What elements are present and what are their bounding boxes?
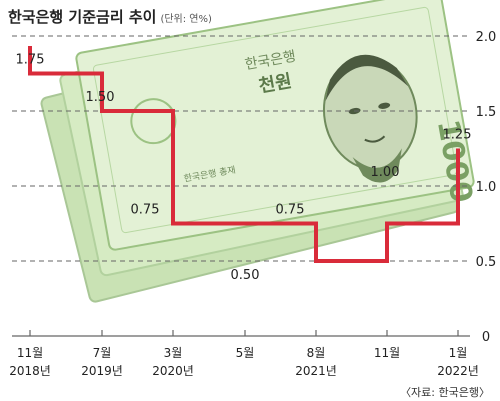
chart-title-text: 한국은행 기준금리 추이 xyxy=(8,8,157,26)
x-tick-label-month: 11월 xyxy=(17,346,43,360)
x-tick-label-month: 8월 xyxy=(307,346,326,360)
y-gridlines xyxy=(12,35,470,337)
data-label: 1.50 xyxy=(86,90,115,105)
chart-title: 한국은행 기준금리 추이 (단위: 연%) xyxy=(8,6,212,27)
y-tick-label: 1.0 xyxy=(476,180,497,195)
y-tick-label: 2.0 xyxy=(476,30,497,45)
y-tick-labels: 0 0.5 1.0 1.5 2.0 xyxy=(476,30,497,345)
rate-series xyxy=(28,46,460,263)
banknote-illustration: 한국은행 천원 1000 한국은행 총재 xyxy=(40,0,479,303)
x-tick-label-year: 2020년 xyxy=(152,364,194,378)
data-label: 0.75 xyxy=(131,203,160,218)
x-tick-label-year: 2018년 xyxy=(9,364,51,378)
data-label: 1.75 xyxy=(16,53,45,68)
data-labels: 1.75 1.50 0.75 0.50 0.75 1.00 1.25 xyxy=(16,53,472,284)
x-tick-marks: 11월 2018년 7월 2019년 3월 2020년 5월 8월 2021년 11월 1월 2022… xyxy=(9,330,479,378)
x-tick-label-month: 11월 xyxy=(374,346,400,360)
data-label: 1.00 xyxy=(371,165,400,180)
y-tick-label: 1.5 xyxy=(476,105,497,120)
x-tick-label-month: 5월 xyxy=(236,346,255,360)
data-label: 1.25 xyxy=(443,128,472,143)
x-tick-label-year: 2022년 xyxy=(437,364,479,378)
x-tick-label-year: 2019년 xyxy=(81,364,123,378)
y-tick-label: 0 xyxy=(482,330,490,345)
source-label: 〈자료: 한국은행〉 xyxy=(400,386,490,399)
x-tick-label-year: 2021년 xyxy=(295,364,337,378)
x-tick-label-month: 3월 xyxy=(164,346,183,360)
x-tick-label-month: 1월 xyxy=(449,346,468,360)
data-label: 0.75 xyxy=(276,203,305,218)
unit-label: (단위: 연%) xyxy=(160,14,212,25)
y-tick-label: 0.5 xyxy=(476,255,497,270)
x-tick-label-month: 7월 xyxy=(93,346,112,360)
data-label: 0.50 xyxy=(231,268,260,283)
rate-step-line xyxy=(28,46,460,263)
